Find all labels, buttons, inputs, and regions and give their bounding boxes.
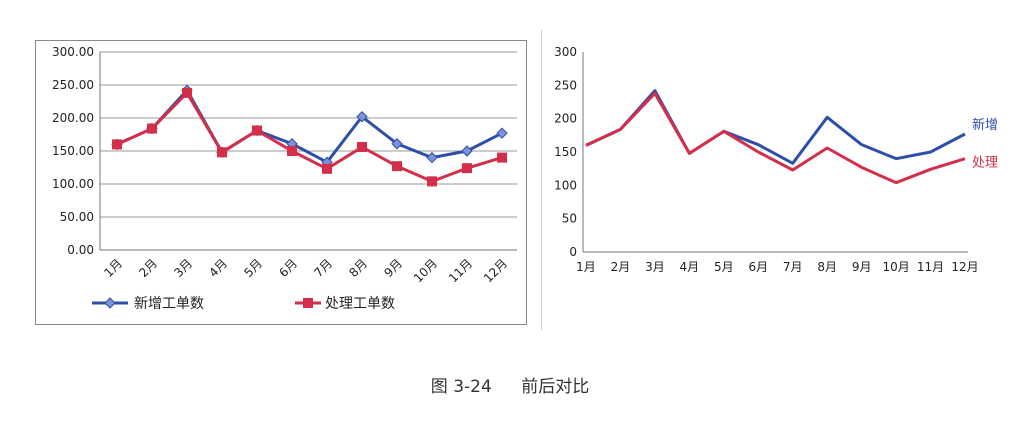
x-tick-label: 11月 (446, 256, 475, 285)
x-tick-label: 6月 (748, 260, 768, 274)
x-tick-label: 5月 (714, 260, 734, 274)
x-tick-label: 10月 (411, 256, 440, 285)
x-tick-label: 4月 (206, 256, 230, 280)
x-tick-label: 3月 (171, 256, 195, 280)
y-tick-label: 250.00 (52, 78, 94, 92)
x-tick-label: 4月 (680, 260, 700, 274)
x-tick-label: 8月 (817, 260, 837, 274)
legend-label-processed: 处理工单数 (325, 296, 395, 312)
series-line-0 (585, 89, 966, 165)
data-point-diamond (356, 110, 368, 123)
legend-item-processed: 处理工单数 (295, 293, 395, 313)
chart-divider (541, 30, 542, 330)
y-tick-label: 200.00 (52, 111, 94, 125)
y-tick-label: 250 (554, 78, 577, 92)
y-tick-label: 150.00 (52, 144, 94, 158)
x-tick-label: 3月 (645, 260, 665, 274)
x-tick-label: 6月 (276, 256, 300, 280)
x-tick-label: 12月 (951, 260, 978, 274)
data-point-square (462, 163, 472, 174)
x-tick-label: 11月 (917, 260, 944, 274)
x-tick-label: 9月 (381, 256, 405, 280)
x-tick-label: 1月 (101, 256, 125, 280)
legend-item-new: 新增工单数 (90, 293, 204, 313)
y-tick-label: 0.00 (67, 243, 94, 257)
x-tick-label: 8月 (346, 256, 370, 280)
data-point-diamond (496, 127, 508, 139)
data-point-square (217, 147, 227, 158)
data-point-square (322, 163, 332, 174)
data-point-square (427, 176, 437, 187)
x-tick-label: 5月 (241, 256, 265, 280)
figure-caption: 图 3-24 前后对比 (0, 372, 1020, 397)
data-point-square (112, 139, 122, 150)
x-tick-label: 1月 (576, 260, 596, 274)
y-tick-label: 300 (554, 45, 577, 59)
y-tick-label: 100 (554, 178, 577, 192)
data-point-diamond (426, 151, 438, 164)
y-tick-label: 0 (569, 245, 577, 259)
y-tick-label: 200 (554, 112, 577, 126)
x-tick-label: 12月 (481, 256, 510, 285)
series-line-1 (116, 91, 503, 183)
series-line-1 (585, 91, 966, 185)
caption-title: 前后对比 (521, 377, 590, 397)
series-direct-label: 处理 (972, 156, 998, 171)
data-point-diamond (461, 145, 473, 157)
data-point-square (357, 142, 367, 153)
y-tick-label: 50 (562, 212, 577, 226)
data-point-square (287, 146, 297, 156)
legend-square-marker-icon (295, 298, 321, 308)
y-tick-label: 50.00 (60, 210, 94, 224)
legend-diamond-marker-icon (92, 297, 128, 309)
series-line-0 (116, 88, 503, 164)
legend-label-new: 新增工单数 (134, 296, 204, 312)
x-tick-label: 10月 (882, 260, 909, 274)
data-point-diamond (391, 138, 403, 150)
y-tick-label: 300.00 (52, 45, 94, 59)
x-tick-label: 7月 (311, 256, 335, 280)
data-point-square (182, 87, 192, 98)
data-point-square (252, 125, 262, 136)
y-tick-label: 150 (554, 145, 577, 159)
data-point-square (392, 161, 402, 172)
x-tick-label: 2月 (136, 256, 160, 280)
y-tick-label: 100.00 (52, 177, 94, 191)
x-tick-label: 2月 (611, 260, 631, 274)
x-tick-label: 7月 (783, 260, 803, 274)
left-chart-frame (35, 40, 527, 325)
caption-number: 图 3-24 (430, 377, 492, 397)
series-direct-label: 新增 (972, 117, 998, 133)
x-tick-label: 9月 (852, 260, 872, 274)
data-point-square (147, 123, 157, 134)
data-point-square (497, 152, 507, 163)
